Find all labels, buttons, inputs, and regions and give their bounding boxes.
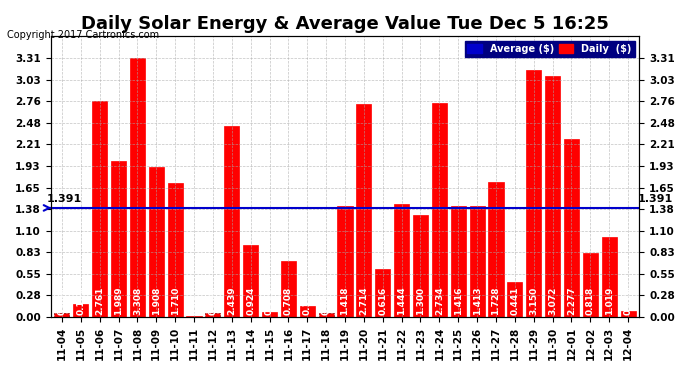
Bar: [281, 261, 296, 317]
Text: 0.165: 0.165: [77, 287, 86, 315]
Text: 1.391: 1.391: [47, 194, 82, 204]
Bar: [55, 313, 70, 317]
Text: 0.017: 0.017: [190, 287, 199, 315]
Text: 0.000: 0.000: [208, 288, 217, 315]
Text: 1.418: 1.418: [340, 287, 350, 315]
Text: 0.924: 0.924: [246, 287, 255, 315]
Text: 0.616: 0.616: [378, 287, 387, 315]
Bar: [111, 161, 126, 317]
Bar: [451, 206, 466, 317]
Bar: [337, 206, 353, 317]
Bar: [224, 126, 239, 317]
Bar: [375, 268, 391, 317]
Bar: [299, 306, 315, 317]
Text: 2.734: 2.734: [435, 287, 444, 315]
Bar: [186, 316, 201, 317]
Text: 1.416: 1.416: [454, 287, 463, 315]
Bar: [413, 215, 428, 317]
Bar: [92, 100, 107, 317]
Text: 0.068: 0.068: [265, 287, 274, 315]
Text: 0.818: 0.818: [586, 287, 595, 315]
Text: 0.441: 0.441: [511, 287, 520, 315]
Bar: [564, 138, 579, 317]
Text: 1.019: 1.019: [604, 287, 613, 315]
Bar: [319, 313, 334, 317]
Text: 1.413: 1.413: [473, 287, 482, 315]
Bar: [602, 237, 617, 317]
Text: 0.137: 0.137: [303, 287, 312, 315]
Bar: [130, 58, 145, 317]
Bar: [356, 104, 371, 317]
Text: 1.444: 1.444: [397, 286, 406, 315]
Bar: [149, 167, 164, 317]
Legend: Average ($), Daily  ($): Average ($), Daily ($): [464, 41, 635, 57]
Text: 1.710: 1.710: [170, 287, 179, 315]
Text: 1.989: 1.989: [114, 287, 123, 315]
Bar: [262, 312, 277, 317]
Bar: [489, 182, 504, 317]
Title: Daily Solar Energy & Average Value Tue Dec 5 16:25: Daily Solar Energy & Average Value Tue D…: [81, 15, 609, 33]
Bar: [470, 206, 484, 317]
Bar: [620, 311, 635, 317]
Text: 3.072: 3.072: [548, 287, 557, 315]
Bar: [545, 76, 560, 317]
Text: 0.070: 0.070: [624, 287, 633, 315]
Bar: [526, 70, 541, 317]
Bar: [243, 244, 258, 317]
Text: 2.714: 2.714: [359, 287, 368, 315]
Bar: [168, 183, 183, 317]
Text: 2.277: 2.277: [567, 287, 576, 315]
Bar: [206, 313, 220, 317]
Text: 3.308: 3.308: [133, 287, 142, 315]
Text: 2.761: 2.761: [95, 287, 104, 315]
Bar: [583, 253, 598, 317]
Text: 1.728: 1.728: [491, 287, 500, 315]
Text: 2.439: 2.439: [227, 287, 236, 315]
Text: 0.708: 0.708: [284, 287, 293, 315]
Text: 1.391: 1.391: [638, 194, 673, 204]
Bar: [73, 304, 88, 317]
Bar: [507, 282, 522, 317]
Bar: [394, 204, 409, 317]
Text: 1.300: 1.300: [416, 287, 425, 315]
Text: Copyright 2017 Cartronics.com: Copyright 2017 Cartronics.com: [7, 30, 159, 40]
Text: 0.000: 0.000: [57, 288, 66, 315]
Text: 1.908: 1.908: [152, 287, 161, 315]
Text: 3.150: 3.150: [529, 287, 538, 315]
Bar: [432, 103, 447, 317]
Text: 0.000: 0.000: [322, 288, 331, 315]
